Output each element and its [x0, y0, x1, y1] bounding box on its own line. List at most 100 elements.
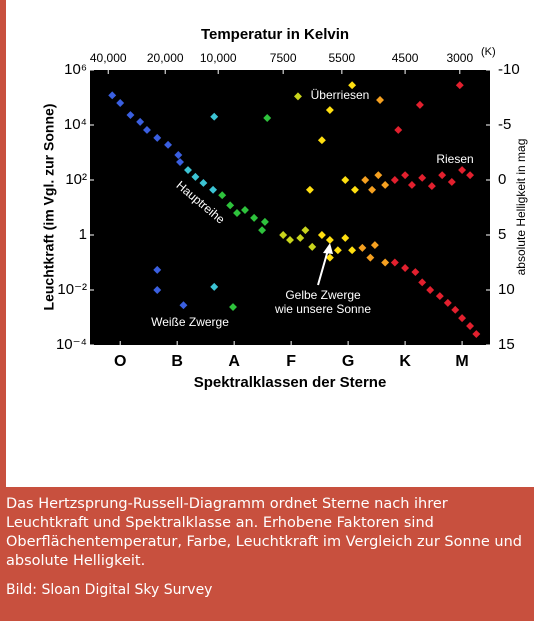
x-tick-label: B	[171, 353, 183, 370]
x-tick-label: M	[455, 353, 468, 370]
star-point	[317, 136, 326, 145]
star-point	[418, 278, 427, 287]
annotation: wie unsere Sonne	[274, 302, 371, 316]
star-point	[179, 301, 188, 310]
temperature-unit: (K)	[481, 46, 496, 58]
temperature-tick-label: 5500	[329, 51, 356, 65]
star-point	[218, 191, 227, 200]
y2-tick-label: 10	[498, 281, 515, 298]
temperature-tick-label: 7500	[270, 51, 297, 65]
star-point	[447, 177, 456, 186]
star-point	[260, 217, 269, 226]
y2-tick-label: 5	[498, 226, 506, 243]
star-point	[411, 268, 420, 276]
star-point	[325, 236, 334, 244]
star-point	[443, 298, 452, 307]
temperature-tick-label: 40,000	[90, 51, 127, 65]
star-point	[258, 226, 267, 235]
star-point	[153, 133, 162, 142]
y2-tick-label: -10	[498, 61, 520, 78]
star-point	[279, 231, 288, 239]
star-point	[435, 292, 444, 301]
star-point	[317, 231, 326, 239]
star-point	[325, 253, 334, 262]
annotation: Gelbe Zwerge	[285, 288, 361, 302]
y-tick-label: 10⁻⁴	[56, 336, 87, 353]
star-point	[174, 151, 183, 159]
arrow	[317, 249, 329, 286]
star-point	[226, 201, 235, 210]
star-point	[368, 185, 377, 194]
temperature-tick-label: 10,000	[200, 51, 237, 65]
star-point	[451, 305, 460, 314]
star-point	[191, 172, 200, 181]
star-point	[143, 126, 151, 134]
x-tick-label: A	[228, 353, 240, 370]
star-point	[301, 226, 310, 235]
star-point	[164, 140, 173, 149]
star-point	[390, 176, 399, 184]
chart: Temperatur in Kelvin (K) Spektralklassen…	[41, 26, 528, 391]
star-point	[366, 253, 375, 262]
annotation: Weiße Zwerge	[151, 315, 229, 329]
star-point	[426, 286, 435, 294]
star-point	[407, 181, 416, 189]
y2-tick-label: 15	[498, 336, 515, 353]
arrow-head	[323, 243, 333, 254]
star-point	[381, 181, 390, 189]
star-point	[466, 171, 475, 180]
star-point	[126, 111, 135, 120]
star-point	[472, 330, 481, 339]
temperature-tick-label: 4500	[392, 51, 419, 65]
annotation: Riesen	[436, 152, 473, 166]
star-point	[199, 179, 208, 187]
star-point	[370, 241, 379, 250]
caption: Das Hertzsprung-Russell-Diagramm ordnet …	[6, 496, 522, 569]
x-axis-title: Spektralklassen der Sterne	[194, 374, 387, 391]
star-point	[241, 206, 249, 214]
y-tick-label: 10⁴	[64, 116, 87, 133]
star-point	[401, 264, 410, 272]
star-point	[153, 265, 162, 274]
star-point	[210, 112, 219, 121]
y2-tick-label: 0	[498, 171, 506, 188]
x-tick-label: K	[399, 353, 411, 370]
credit: Bild: Sloan Digital Sky Survey	[6, 582, 213, 598]
star-point	[348, 246, 357, 255]
star-point	[458, 166, 467, 175]
annotation: Überriesen	[311, 88, 370, 102]
star-point	[305, 185, 314, 194]
chart-title: Temperatur in Kelvin	[201, 26, 349, 43]
star-point	[286, 236, 294, 244]
y-tick-label: 10⁶	[64, 61, 87, 78]
star-point	[341, 176, 350, 184]
star-point	[184, 166, 192, 175]
star-point	[333, 246, 342, 255]
temperature-tick-label: 3000	[446, 51, 473, 65]
star-point	[350, 185, 359, 194]
x-tick-label: G	[342, 353, 354, 370]
y-tick-label: 1	[79, 226, 87, 243]
y-axis-title: Leuchtkraft (im Vgl. zur Sonne)	[41, 104, 57, 311]
caption-box: Das Hertzsprung-Russell-Diagramm ordnet …	[0, 487, 534, 621]
star-point	[296, 234, 305, 242]
star-point	[390, 258, 399, 267]
star-point	[374, 171, 383, 180]
star-point	[116, 99, 125, 107]
star-point	[229, 303, 237, 312]
star-point	[418, 173, 427, 182]
y-tick-label: 10⁻²	[57, 281, 87, 298]
star-point	[308, 242, 317, 251]
y2-axis-title: absolute Helligkeit in mag	[514, 139, 528, 276]
side-bar	[0, 0, 6, 487]
star-point	[210, 282, 219, 291]
y-tick-label: 10²	[65, 171, 87, 188]
plot-area	[90, 70, 490, 345]
star-point	[458, 314, 467, 323]
star-point	[233, 209, 241, 217]
y2-tick-label: -5	[498, 116, 511, 133]
star-point	[401, 171, 410, 180]
temperature-tick-label: 20,000	[147, 51, 184, 65]
x-tick-label: F	[286, 353, 296, 370]
